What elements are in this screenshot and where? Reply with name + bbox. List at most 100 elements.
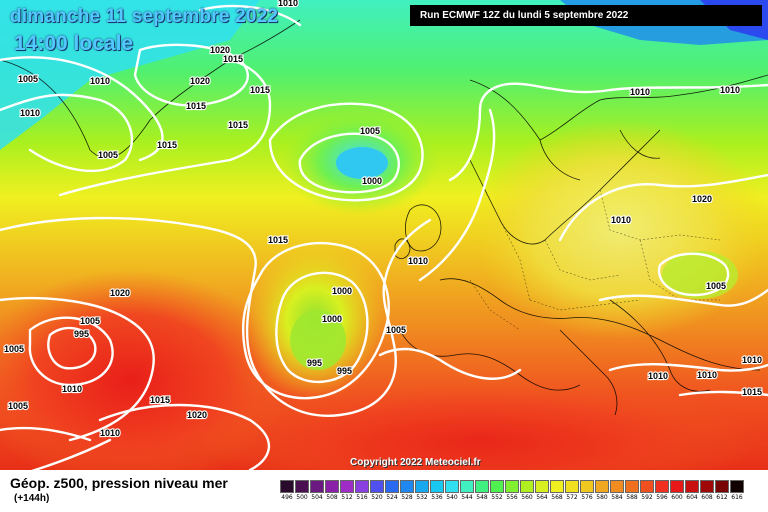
isobar-labels: 1010100510051010102010151015101510151020… — [3, 0, 763, 439]
cold-region-northwest — [0, 0, 260, 150]
scale-label: 616 — [731, 494, 743, 501]
scale-swatch — [550, 480, 564, 493]
scale-swatch — [505, 480, 519, 493]
isobar-value-label: 1010 — [90, 76, 110, 86]
isobar-value-label: 1010 — [648, 371, 668, 381]
upper-low-north-core — [336, 147, 388, 179]
isobar-value-label: 1015 — [250, 85, 270, 95]
scale-swatch — [490, 480, 504, 493]
isobar-value-label: 1015 — [742, 387, 762, 397]
isobar-value-label: 1010 — [20, 108, 40, 118]
scale-label: 552 — [491, 494, 503, 501]
scale-swatch — [715, 480, 729, 493]
isobar-value-label: 1005 — [18, 74, 38, 84]
pressure-geopotential-map: 1010100510051010102010151015101510151020… — [0, 0, 768, 470]
scale-swatch — [625, 480, 639, 493]
forecast-date-title: dimanche 11 septembre 2022 — [10, 6, 279, 27]
isobar-value-label: 1010 — [62, 384, 82, 394]
scale-label: 520 — [371, 494, 383, 501]
scale-label: 548 — [476, 494, 488, 501]
isobar-value-label: 1020 — [692, 194, 712, 204]
isobar-value-label: 1005 — [4, 344, 24, 354]
scale-label: 516 — [356, 494, 368, 501]
country-borders — [469, 189, 721, 331]
legend-title: Géop. z500, pression niveau mer — [10, 475, 228, 491]
scale-swatch — [400, 480, 414, 493]
scale-swatch — [355, 480, 369, 493]
scale-label: 580 — [596, 494, 608, 501]
scale-swatch — [370, 480, 384, 493]
scale-label: 544 — [461, 494, 473, 501]
scale-swatch — [385, 480, 399, 493]
isobar-value-label: 1005 — [8, 401, 28, 411]
isobar-value-label: 1005 — [80, 316, 100, 326]
scale-swatch — [340, 480, 354, 493]
cutoff-low-core — [290, 310, 346, 370]
scale-swatch — [595, 480, 609, 493]
scale-swatch — [700, 480, 714, 493]
scale-swatch — [580, 480, 594, 493]
ridge-europe — [470, 120, 768, 340]
isobar-value-label: 1020 — [210, 45, 230, 55]
scale-label: 604 — [686, 494, 698, 501]
low-east-europe — [662, 251, 738, 299]
scale-swatch — [475, 480, 489, 493]
isobar-value-label: 1010 — [697, 370, 717, 380]
isobar-value-label: 1005 — [706, 281, 726, 291]
scale-label: 592 — [641, 494, 653, 501]
scale-swatch — [325, 480, 339, 493]
isobar-value-label: 1010 — [278, 0, 298, 8]
legend-subtitle: (+144h) — [14, 493, 50, 504]
scale-swatch — [670, 480, 684, 493]
scale-label: 576 — [581, 494, 593, 501]
scale-label: 504 — [311, 494, 323, 501]
isobar-value-label: 1015 — [228, 120, 248, 130]
scale-label: 556 — [506, 494, 518, 501]
scale-label: 496 — [281, 494, 293, 501]
scale-label: 536 — [431, 494, 443, 501]
scale-label: 528 — [401, 494, 413, 501]
scale-label: 572 — [566, 494, 578, 501]
scale-swatch — [610, 480, 624, 493]
isobar-value-label: 1020 — [110, 288, 130, 298]
scale-label: 560 — [521, 494, 533, 501]
scale-label: 540 — [446, 494, 458, 501]
scale-label: 596 — [656, 494, 668, 501]
isobar-value-label: 1010 — [720, 85, 740, 95]
scale-label: 600 — [671, 494, 683, 501]
scale-swatch — [295, 480, 309, 493]
scale-swatch — [415, 480, 429, 493]
isobar-value-label: 1015 — [150, 395, 170, 405]
run-info-banner: Run ECMWF 12Z du lundi 5 septembre 2022 — [410, 5, 762, 26]
scale-label: 584 — [611, 494, 623, 501]
isobar-value-label: 1020 — [190, 76, 210, 86]
scale-label: 524 — [386, 494, 398, 501]
legend-bar: Géop. z500, pression niveau mer (+144h) … — [0, 470, 768, 512]
isobar-value-label: 1010 — [611, 215, 631, 225]
isobar-value-label: 1015 — [223, 54, 243, 64]
isobar-value-label: 1010 — [100, 428, 120, 438]
copyright-text: Copyright 2022 Meteociel.fr — [350, 457, 481, 468]
scale-label: 564 — [536, 494, 548, 501]
isobar-value-label: 1015 — [157, 140, 177, 150]
scale-label: 512 — [341, 494, 353, 501]
isobar-value-label: 995 — [307, 358, 322, 368]
scale-swatch — [730, 480, 744, 493]
scale-label: 612 — [716, 494, 728, 501]
isobar-value-label: 1015 — [186, 101, 206, 111]
scale-label: 500 — [296, 494, 308, 501]
scale-swatch — [520, 480, 534, 493]
isobar-value-label: 995 — [337, 366, 352, 376]
scale-label: 532 — [416, 494, 428, 501]
scale-swatch — [655, 480, 669, 493]
scale-label: 588 — [626, 494, 638, 501]
scale-swatch — [685, 480, 699, 493]
scale-swatch — [460, 480, 474, 493]
scale-swatch — [310, 480, 324, 493]
isobar-value-label: 1010 — [742, 355, 762, 365]
scale-swatch — [280, 480, 294, 493]
scale-label: 608 — [701, 494, 713, 501]
scale-swatch — [430, 480, 444, 493]
isobar-value-label: 1015 — [268, 235, 288, 245]
